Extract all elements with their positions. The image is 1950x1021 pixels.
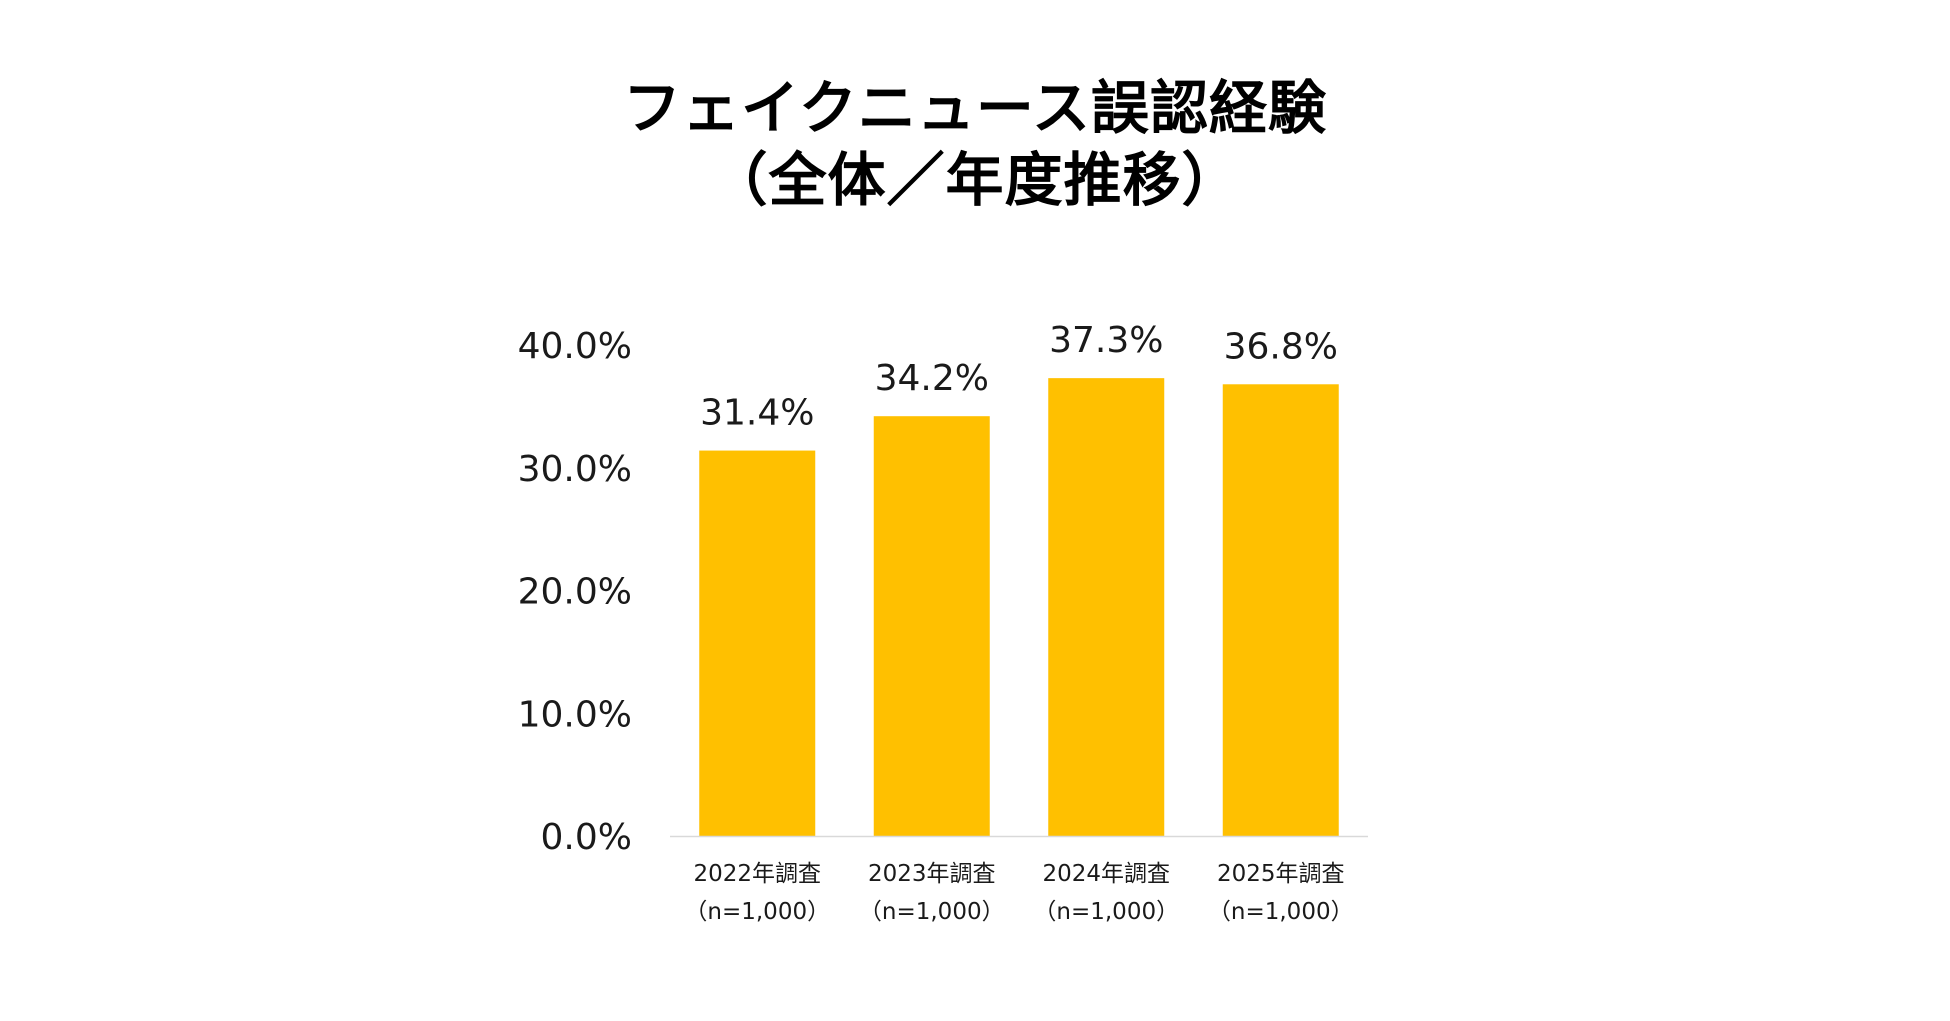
- chart-title-line-2: （全体／年度推移）: [709, 146, 1241, 214]
- bar-series: [699, 378, 1339, 836]
- x-tick-label: 2024年調査: [1042, 861, 1170, 887]
- y-axis: 0.0% 10.0% 20.0% 30.0% 40.0%: [518, 326, 632, 858]
- bar: [873, 416, 990, 836]
- data-label: 36.8%: [1224, 326, 1338, 367]
- chart-title-line-1: フェイクニュース誤認経験: [623, 74, 1327, 142]
- x-axis: 2022年調査 （n=1,000） 2023年調査 （n=1,000） 2024年調査 （…: [684, 861, 1353, 925]
- chart-title: フェイクニュース誤認経験 （全体／年度推移）: [0, 72, 1950, 216]
- y-tick-label: 40.0%: [518, 326, 632, 367]
- data-label: 34.2%: [875, 358, 989, 399]
- data-labels: 31.4% 34.2% 37.3% 36.8%: [700, 320, 1338, 433]
- x-tick-label: 2025年調査: [1217, 861, 1345, 887]
- x-tick-sublabel: （n=1,000）: [1208, 899, 1354, 925]
- data-label: 37.3%: [1049, 320, 1163, 361]
- y-tick-label: 30.0%: [518, 449, 632, 490]
- x-tick-sublabel: （n=1,000）: [859, 899, 1005, 925]
- x-tick-sublabel: （n=1,000）: [684, 899, 830, 925]
- x-tick-label: 2022年調査: [693, 861, 821, 887]
- y-tick-label: 20.0%: [518, 572, 632, 613]
- x-tick-sublabel: （n=1,000）: [1033, 899, 1179, 925]
- bar: [1222, 384, 1339, 836]
- y-tick-label: 0.0%: [541, 817, 632, 858]
- bar: [1048, 378, 1165, 836]
- data-label: 31.4%: [700, 393, 814, 434]
- x-tick-label: 2023年調査: [868, 861, 996, 887]
- y-tick-label: 10.0%: [518, 694, 632, 735]
- bar: [699, 450, 816, 836]
